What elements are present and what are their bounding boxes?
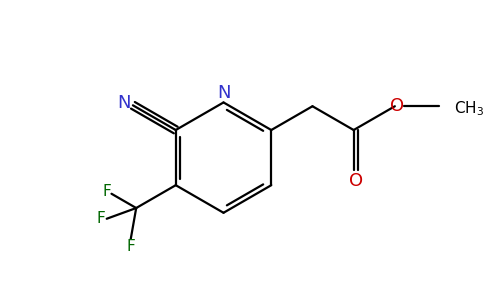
Text: O: O <box>390 97 404 115</box>
Text: N: N <box>217 84 230 102</box>
Text: N: N <box>118 94 131 112</box>
Text: CH$_3$: CH$_3$ <box>454 99 484 118</box>
Text: F: F <box>126 239 135 254</box>
Text: F: F <box>97 211 106 226</box>
Text: F: F <box>102 184 111 199</box>
Text: O: O <box>348 172 363 190</box>
